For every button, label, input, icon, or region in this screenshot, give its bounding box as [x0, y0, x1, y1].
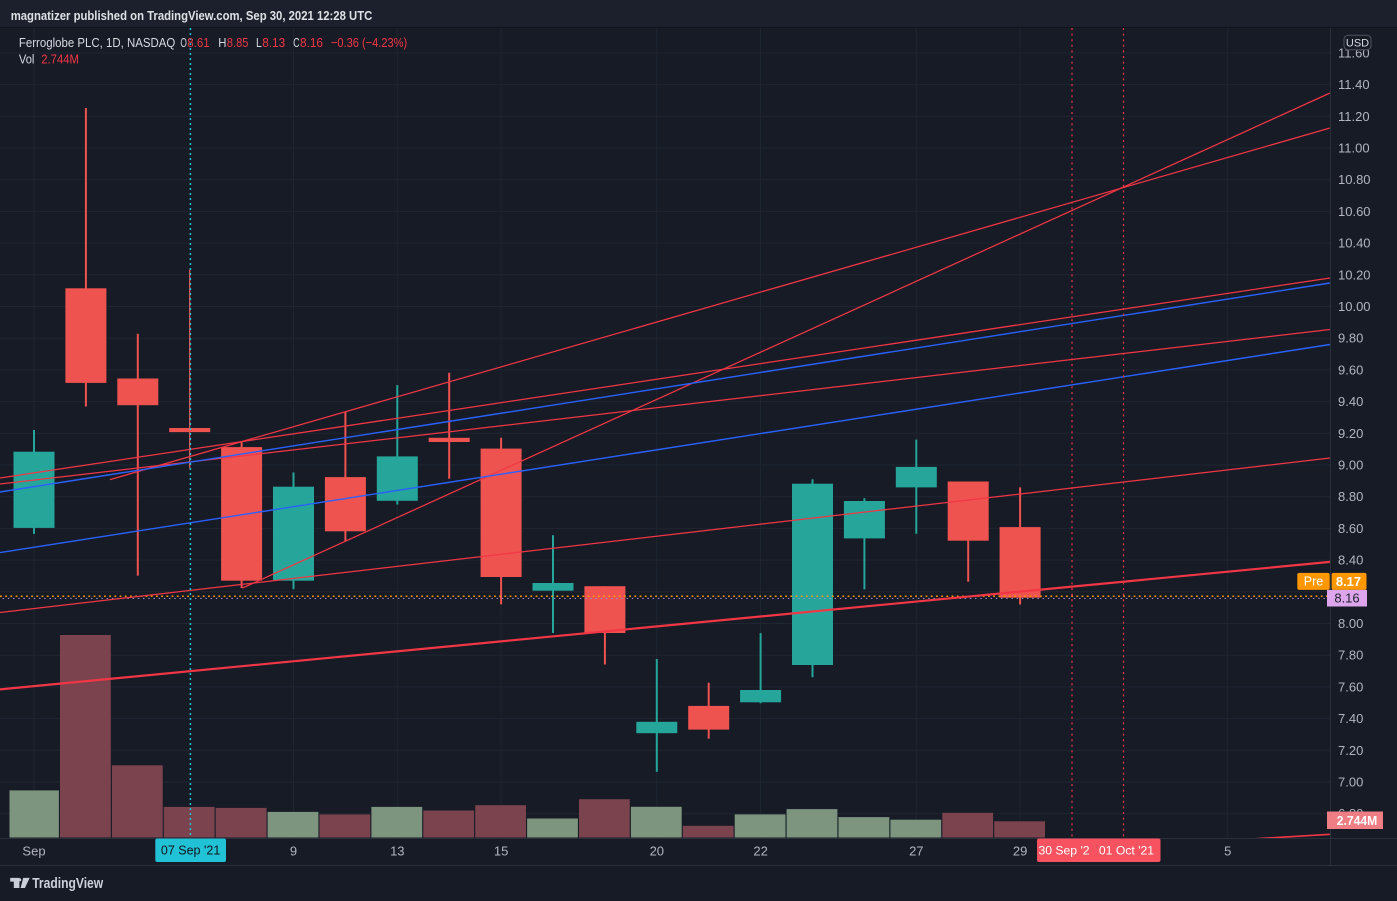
svg-text:TradingView: TradingView: [32, 876, 104, 892]
svg-text:7.80: 7.80: [1338, 648, 1363, 663]
svg-text:USD: USD: [1346, 37, 1369, 49]
svg-text:Sep: Sep: [22, 844, 45, 859]
svg-text:8.13: 8.13: [262, 35, 285, 50]
svg-text:Pre: Pre: [1304, 575, 1324, 589]
svg-text:Vol: Vol: [19, 51, 35, 66]
svg-text:9.40: 9.40: [1338, 394, 1363, 409]
svg-text:7.60: 7.60: [1338, 679, 1363, 694]
svg-text:29: 29: [1013, 844, 1027, 859]
svg-text:2.744M: 2.744M: [41, 51, 79, 66]
svg-text:8.17: 8.17: [1336, 574, 1361, 589]
svg-text:10.00: 10.00: [1338, 299, 1371, 314]
svg-text:5: 5: [1224, 844, 1231, 859]
svg-text:L: L: [256, 35, 262, 50]
svg-text:9.00: 9.00: [1338, 458, 1363, 473]
svg-text:8.00: 8.00: [1338, 616, 1363, 631]
svg-text:07 Sep '21: 07 Sep '21: [161, 844, 220, 858]
svg-text:11.00: 11.00: [1338, 141, 1370, 156]
svg-text:30 Sep '2: 30 Sep '2: [1038, 843, 1089, 857]
svg-text:9.60: 9.60: [1338, 362, 1363, 377]
svg-text:9: 9: [290, 844, 297, 859]
svg-text:C: C: [293, 35, 300, 50]
svg-text:−0.36 (−4.23%): −0.36 (−4.23%): [331, 35, 407, 50]
svg-text:8.80: 8.80: [1338, 489, 1363, 504]
svg-text:O: O: [180, 35, 187, 50]
svg-text:8.16: 8.16: [1334, 591, 1359, 606]
svg-text:Ferroglobe PLC, 1D, NASDAQ: Ferroglobe PLC, 1D, NASDAQ: [19, 35, 175, 50]
svg-text:2.744M: 2.744M: [1337, 814, 1378, 828]
svg-text:10.60: 10.60: [1338, 204, 1371, 219]
svg-text:20: 20: [650, 844, 664, 859]
svg-text:11.20: 11.20: [1338, 109, 1370, 124]
svg-text:8.16: 8.16: [300, 35, 323, 50]
svg-text:7.00: 7.00: [1338, 775, 1363, 790]
svg-text:8.85: 8.85: [227, 35, 249, 50]
svg-text:01 Oct '21: 01 Oct '21: [1099, 843, 1154, 857]
svg-text:22: 22: [753, 844, 767, 859]
svg-text:7.20: 7.20: [1338, 743, 1363, 758]
svg-text:9.20: 9.20: [1338, 426, 1363, 441]
svg-text:H: H: [218, 35, 226, 50]
svg-text:8.40: 8.40: [1338, 553, 1363, 568]
svg-text:7.40: 7.40: [1338, 711, 1363, 726]
svg-text:27: 27: [909, 844, 923, 859]
svg-text:10.40: 10.40: [1338, 236, 1371, 251]
svg-text:15: 15: [494, 844, 508, 859]
svg-text:10.20: 10.20: [1338, 267, 1371, 282]
svg-text:8.61: 8.61: [187, 35, 209, 50]
svg-text:magnatizer published on Tradin: magnatizer published on TradingView.com,…: [11, 8, 373, 23]
svg-text:10.80: 10.80: [1338, 172, 1371, 187]
svg-text:9.80: 9.80: [1338, 331, 1363, 346]
svg-text:11.40: 11.40: [1338, 77, 1370, 92]
svg-text:13: 13: [390, 844, 404, 859]
svg-text:8.60: 8.60: [1338, 521, 1363, 536]
